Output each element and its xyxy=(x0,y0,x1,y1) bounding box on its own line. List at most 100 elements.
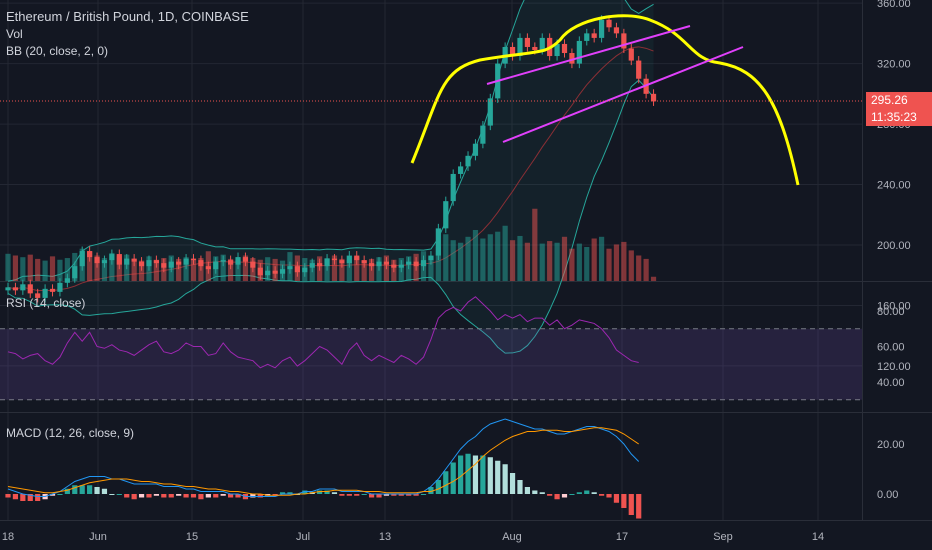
macd-histogram-bar xyxy=(109,494,115,495)
volume-bar xyxy=(20,257,26,281)
candle-body xyxy=(465,155,471,167)
rsi-line xyxy=(7,296,639,369)
candle-body xyxy=(279,269,286,274)
candle-body xyxy=(64,278,70,283)
volume-bar xyxy=(591,238,597,281)
candle-body xyxy=(398,264,404,268)
time-axis-tick: 14 xyxy=(812,531,824,543)
macd-histogram-bar xyxy=(331,492,338,494)
volume-bar xyxy=(228,258,234,281)
candle-body xyxy=(235,257,241,265)
candle-body xyxy=(228,260,234,265)
macd-histogram-bar xyxy=(131,494,137,500)
macd-histogram-bar xyxy=(591,492,597,494)
candle-body xyxy=(636,60,642,79)
macd-histogram-bar xyxy=(576,492,582,494)
macd-histogram-bar xyxy=(495,460,501,494)
macd-histogram-bar xyxy=(428,487,434,494)
volume-bar xyxy=(450,240,456,281)
candle-body xyxy=(124,258,130,265)
candle-body xyxy=(599,19,605,38)
macd-histogram-bar xyxy=(606,494,612,498)
macd-histogram-bar xyxy=(79,485,85,494)
volume-bar xyxy=(599,236,605,281)
macd-histogram-bar xyxy=(458,455,464,494)
candle-body xyxy=(302,267,308,273)
volume-bar xyxy=(5,253,11,281)
macd-histogram-bar xyxy=(354,494,360,496)
macd-histogram-bar xyxy=(12,494,19,500)
candle-body xyxy=(57,282,63,292)
rsi-axis-tick: 40.00 xyxy=(877,377,905,389)
volume-bar xyxy=(109,252,115,281)
candle-body xyxy=(257,267,263,276)
macd-histogram-bar xyxy=(391,494,397,496)
bollinger-legend[interactable]: BB (20, close, 2, 0) xyxy=(6,44,109,58)
volume-bar xyxy=(628,250,634,281)
macd-histogram-bar xyxy=(584,490,590,494)
macd-panel xyxy=(5,418,642,519)
candle-body xyxy=(161,263,167,268)
candle-body xyxy=(146,260,152,267)
volume-bar xyxy=(331,255,338,281)
volume-bar xyxy=(458,242,464,281)
candle-body xyxy=(324,258,330,267)
macd-histogram-bar xyxy=(517,480,523,494)
macd-histogram-bar xyxy=(435,480,441,494)
candle-body xyxy=(272,270,278,274)
candle-body xyxy=(87,251,93,258)
volume-bar xyxy=(480,238,486,281)
candle-body xyxy=(35,293,41,298)
candle-body xyxy=(517,37,523,57)
volume-bar xyxy=(57,259,63,281)
macd-histogram-bar xyxy=(116,494,122,495)
price-axis-tick: 320.00 xyxy=(877,59,911,71)
candle-body xyxy=(168,261,174,268)
volume-bar xyxy=(235,260,241,281)
volume-bar xyxy=(650,276,657,281)
macd-histogram-bar xyxy=(621,494,627,508)
candle-body xyxy=(176,261,182,265)
rsi-legend[interactable]: RSI (14, close) xyxy=(6,296,86,310)
rsi-panel xyxy=(0,296,862,401)
volume-bar xyxy=(561,236,568,281)
candle-body xyxy=(591,33,597,38)
macd-histogram-bar xyxy=(361,494,367,495)
time-axis-tick: 18 xyxy=(2,531,14,543)
candle-body xyxy=(79,251,85,267)
candle-body xyxy=(213,261,219,270)
chart-title[interactable]: Ethereum / British Pound, 1D, COINBASE xyxy=(6,9,249,24)
macd-histogram-bar xyxy=(539,492,545,494)
candle-body xyxy=(250,261,256,268)
macd-histogram-bar xyxy=(205,494,211,498)
macd-axis-tick: 20.00 xyxy=(877,439,905,451)
macd-histogram-bar xyxy=(20,494,26,501)
volume-bar xyxy=(621,241,627,281)
price-axis-tick: 160.00 xyxy=(877,300,911,312)
macd-histogram-bar xyxy=(524,487,530,494)
volume-bar xyxy=(428,257,434,281)
macd-histogram-bar xyxy=(220,494,226,496)
candle-body xyxy=(428,255,434,261)
macd-histogram-bar xyxy=(569,494,575,495)
macd-histogram-bar xyxy=(509,473,516,494)
volume-legend[interactable]: Vol xyxy=(6,27,23,41)
volume-bar xyxy=(472,230,479,281)
volume-bar xyxy=(443,234,449,281)
time-axis-tick: Jun xyxy=(89,531,107,543)
volume-bar xyxy=(554,242,560,281)
macd-histogram-bar xyxy=(257,494,263,498)
candle-body xyxy=(27,284,33,294)
macd-axis-tick: 0.00 xyxy=(877,489,898,501)
macd-legend[interactable]: MACD (12, 26, close, 9) xyxy=(6,426,135,440)
candle-body xyxy=(606,19,612,28)
yellow-arc-annotation xyxy=(410,14,800,186)
rsi-axis-tick: 60.00 xyxy=(877,342,905,354)
macd-histogram-bar xyxy=(87,485,93,494)
bollinger-upper xyxy=(7,0,654,282)
candle-body xyxy=(346,255,352,264)
macd-histogram-bar xyxy=(339,494,345,496)
candle-body xyxy=(205,266,211,270)
candle-body xyxy=(94,257,100,264)
